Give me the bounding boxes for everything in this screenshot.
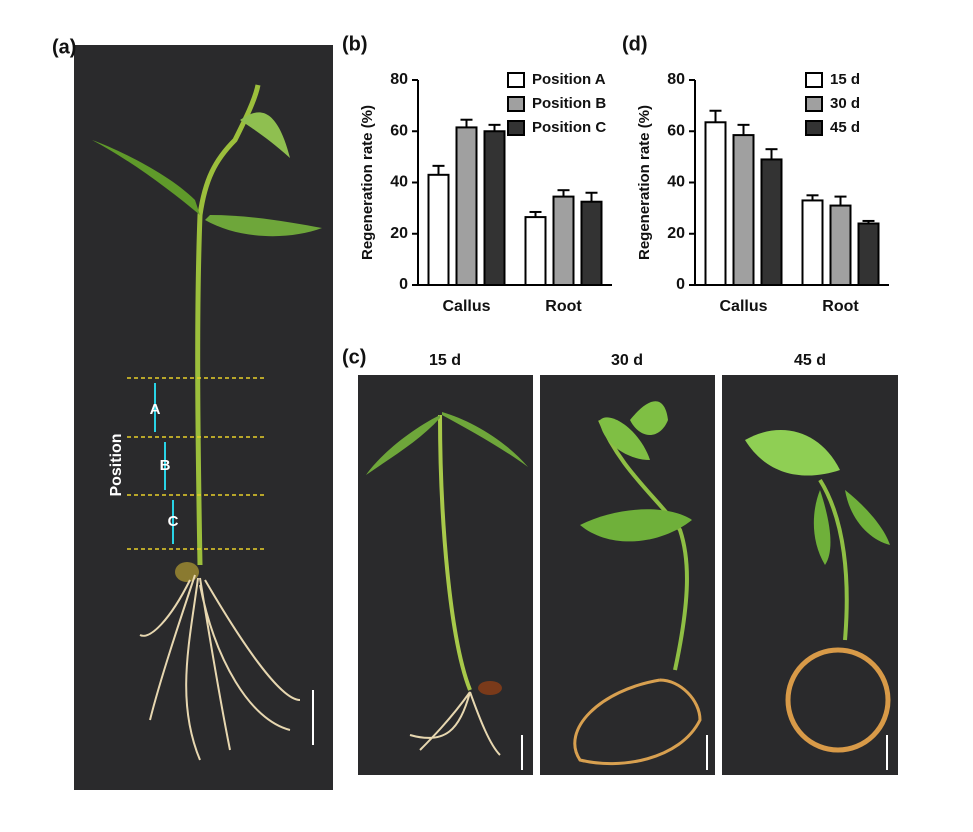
y-tick-label: 0 — [676, 276, 685, 293]
position-name: A — [150, 401, 161, 418]
x-tick-label: Callus — [719, 298, 767, 315]
bar — [829, 204, 852, 286]
bar — [524, 216, 547, 286]
legend-label: Position B — [532, 95, 606, 112]
y-tick-label: 40 — [667, 174, 685, 191]
legend-swatch — [805, 72, 823, 88]
bar — [455, 126, 478, 286]
x-tick-label: Callus — [442, 298, 490, 315]
x-tick-label: Root — [545, 298, 582, 315]
y-tick-label: 40 — [390, 174, 408, 191]
legend-swatch — [507, 72, 525, 88]
panel-label: (d) — [622, 33, 648, 55]
y-tick-label: 60 — [667, 122, 685, 139]
legend-label: 30 d — [830, 95, 860, 112]
bar — [760, 158, 783, 286]
bar — [580, 200, 603, 286]
panel-label: (b) — [342, 33, 368, 55]
photo-title: 30 d — [611, 352, 643, 369]
legend-label: 45 d — [830, 119, 860, 136]
position-label: Position — [108, 433, 125, 496]
bar — [801, 199, 824, 286]
photo-c — [358, 375, 898, 775]
y-tick-label: 20 — [667, 225, 685, 242]
y-axis-label: Regeneration rate (%) — [359, 105, 376, 260]
legend-label: 15 d — [830, 71, 860, 88]
legend-label: Position A — [532, 71, 606, 88]
photo-a — [74, 45, 333, 790]
bar — [732, 134, 755, 286]
y-tick-label: 80 — [390, 71, 408, 88]
y-tick-label: 0 — [399, 276, 408, 293]
y-tick-label: 20 — [390, 225, 408, 242]
panel-label: (a) — [52, 36, 76, 58]
position-name: B — [160, 457, 171, 474]
bar — [483, 130, 506, 286]
photo-title: 45 d — [794, 352, 826, 369]
x-tick-label: Root — [822, 298, 859, 315]
position-name: C — [168, 513, 179, 530]
bar — [427, 173, 450, 286]
y-tick-label: 60 — [390, 122, 408, 139]
y-axis-label: Regeneration rate (%) — [636, 105, 653, 260]
legend-swatch — [507, 120, 525, 136]
legend-label: Position C — [532, 119, 606, 136]
legend-swatch — [507, 96, 525, 112]
bar — [704, 121, 727, 286]
photo-title: 15 d — [429, 352, 461, 369]
legend-swatch — [805, 96, 823, 112]
y-tick-label: 80 — [667, 71, 685, 88]
bar — [552, 195, 575, 286]
bar — [857, 222, 880, 286]
legend-swatch — [805, 120, 823, 136]
panel-label: (c) — [342, 346, 366, 368]
